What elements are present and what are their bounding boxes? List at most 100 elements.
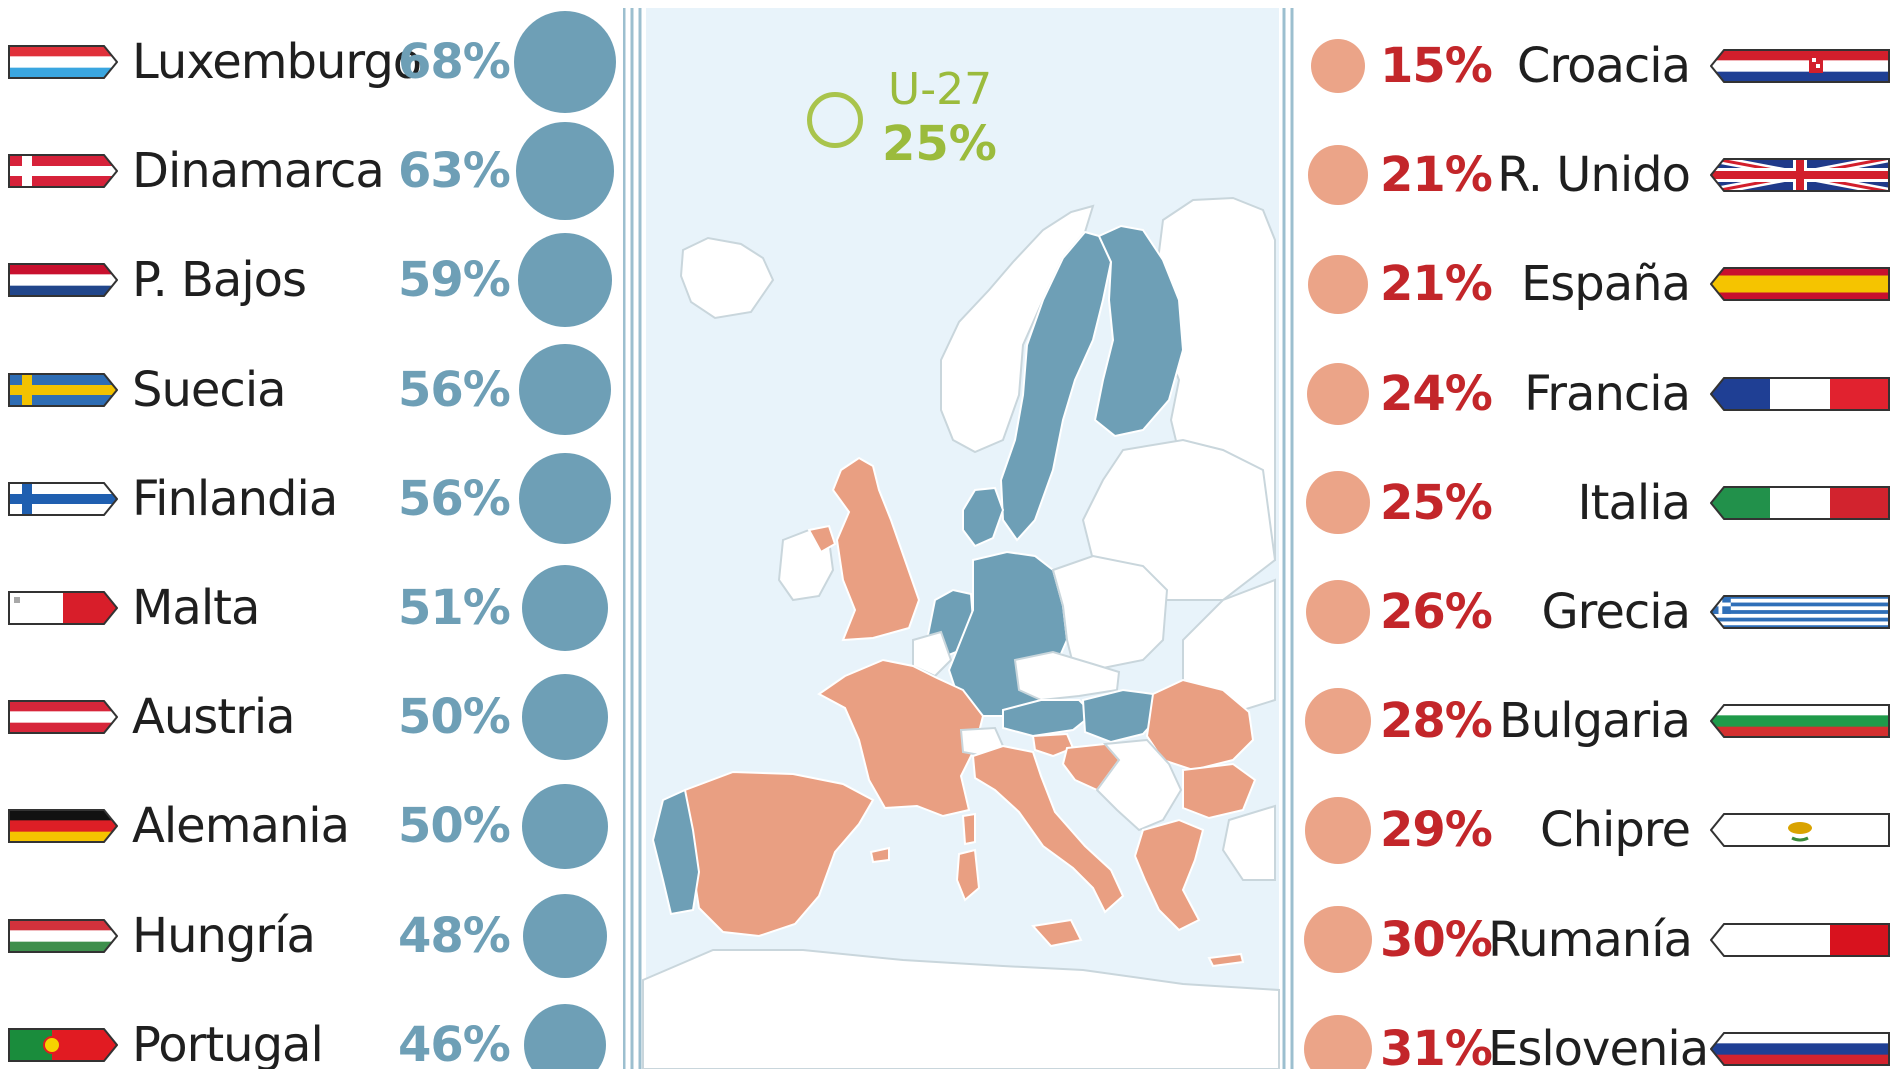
value-bubble bbox=[516, 122, 614, 220]
percentage-label: 30% bbox=[1380, 911, 1493, 968]
country-name: Francia bbox=[1524, 365, 1691, 422]
balkans-shape bbox=[1095, 738, 1183, 832]
left-country-row: P. Bajos 59% bbox=[0, 230, 620, 330]
percentage-label: 50% bbox=[398, 689, 511, 746]
left-country-row: Dinamarca 63% bbox=[0, 121, 620, 221]
sicily-shape bbox=[1031, 918, 1083, 948]
percentage-label: 56% bbox=[398, 361, 511, 418]
right-country-row: 26% Grecia bbox=[1300, 562, 1900, 662]
percentage-label: 50% bbox=[398, 798, 511, 855]
finland-shape bbox=[1093, 224, 1185, 438]
right-country-row: 30% Rumanía bbox=[1300, 890, 1900, 990]
turkey-shape bbox=[1221, 804, 1276, 881]
iceland-shape bbox=[679, 236, 775, 320]
right-country-row: 24% Francia bbox=[1300, 344, 1900, 444]
germany-flag-icon bbox=[8, 809, 119, 844]
right-country-row: 28% Bulgaria bbox=[1300, 671, 1900, 771]
greece-shape bbox=[1133, 818, 1205, 932]
value-bubble bbox=[1306, 471, 1370, 535]
right-country-row: 29% Chipre bbox=[1300, 780, 1900, 880]
belgium-shape bbox=[912, 630, 953, 678]
percentage-label: 48% bbox=[398, 907, 511, 964]
luxembourg-flag-icon bbox=[8, 45, 119, 79]
percentage-label: 68% bbox=[398, 34, 511, 90]
italy-flag-icon bbox=[1709, 485, 1890, 520]
country-name: Croacia bbox=[1516, 38, 1691, 94]
north-africa-shape bbox=[642, 949, 1280, 1069]
slovenia-flag-icon bbox=[1709, 1031, 1890, 1066]
country-name: P. Bajos bbox=[132, 252, 307, 309]
poland-shape bbox=[1051, 554, 1169, 670]
percentage-label: 29% bbox=[1380, 802, 1493, 859]
country-name: Austria bbox=[132, 689, 296, 746]
portugal-flag-icon bbox=[8, 1027, 119, 1062]
eu-average-value: 25% bbox=[882, 116, 997, 172]
country-name: Bulgaria bbox=[1498, 693, 1691, 750]
country-name: R. Unido bbox=[1497, 147, 1691, 204]
denmark-shape bbox=[962, 486, 1005, 548]
czechia-shape bbox=[1013, 650, 1121, 702]
percentage-label: 51% bbox=[398, 580, 511, 636]
value-bubble bbox=[1306, 362, 1370, 425]
country-name: Chipre bbox=[1540, 802, 1691, 859]
value-bubble bbox=[1306, 580, 1370, 644]
left-country-row: Hungría 48% bbox=[0, 886, 620, 986]
value-bubble bbox=[1304, 905, 1372, 974]
value-bubble bbox=[523, 1003, 607, 1069]
sweden-flag-icon bbox=[8, 372, 119, 407]
greece-flag-icon bbox=[1709, 595, 1890, 629]
country-name: Rumanía bbox=[1488, 911, 1693, 968]
percentage-label: 21% bbox=[1380, 147, 1493, 204]
percentage-label: 63% bbox=[398, 143, 511, 200]
finland-flag-icon bbox=[8, 481, 119, 516]
value-bubble bbox=[522, 674, 608, 761]
country-name: Suecia bbox=[132, 361, 287, 418]
left-country-row: Alemania 50% bbox=[0, 776, 620, 876]
percentage-label: 26% bbox=[1380, 584, 1493, 640]
country-name: Grecia bbox=[1541, 584, 1691, 640]
left-country-row: Austria 50% bbox=[0, 667, 620, 767]
sardinia-shape bbox=[955, 848, 981, 902]
country-name: Luxemburgo bbox=[132, 34, 422, 90]
value-bubble bbox=[518, 233, 612, 328]
percentage-label: 25% bbox=[1380, 474, 1493, 531]
value-bubble bbox=[1305, 688, 1371, 755]
malta-flag-icon bbox=[8, 591, 119, 625]
uk-shape bbox=[831, 456, 921, 642]
value-bubble bbox=[522, 783, 608, 870]
italy-shape bbox=[971, 744, 1125, 914]
value-bubble bbox=[514, 11, 616, 113]
left-country-row: Luxemburgo 68% bbox=[0, 11, 620, 113]
percentage-label: 24% bbox=[1380, 365, 1493, 422]
bulgaria-shape bbox=[1182, 762, 1257, 820]
country-name: Alemania bbox=[132, 798, 350, 855]
croatia-flag-icon bbox=[1709, 49, 1890, 83]
country-name: Hungría bbox=[132, 907, 316, 964]
france-flag-icon bbox=[1709, 376, 1890, 411]
right-country-row: 21% R. Unido bbox=[1300, 125, 1900, 225]
right-country-row: 15% Croacia bbox=[1300, 16, 1900, 116]
europe-map bbox=[623, 8, 1294, 1069]
netherlands-flag-icon bbox=[8, 263, 119, 298]
spain-flag-icon bbox=[1709, 267, 1890, 302]
right-country-row: 25% Italia bbox=[1300, 453, 1900, 553]
country-name: Finlandia bbox=[132, 470, 338, 527]
portugal-shape bbox=[651, 788, 701, 916]
country-name: Dinamarca bbox=[132, 143, 385, 200]
country-name: Malta bbox=[132, 580, 260, 636]
value-bubble bbox=[1308, 145, 1368, 205]
percentage-label: 15% bbox=[1380, 38, 1493, 94]
left-country-row: Finlandia 56% bbox=[0, 449, 620, 549]
austria-shape bbox=[1002, 699, 1095, 738]
eu-average-marker bbox=[807, 92, 863, 148]
value-bubble bbox=[521, 564, 609, 652]
value-bubble bbox=[519, 344, 611, 436]
cyprus-flag-icon bbox=[1709, 813, 1890, 848]
crete-shape bbox=[1207, 952, 1245, 968]
hungary-flag-icon bbox=[8, 918, 119, 953]
france-shape bbox=[817, 658, 985, 818]
percentage-label: 46% bbox=[398, 1016, 511, 1069]
bulgaria-flag-icon bbox=[1709, 704, 1890, 739]
left-country-row: Malta 51% bbox=[0, 558, 620, 658]
